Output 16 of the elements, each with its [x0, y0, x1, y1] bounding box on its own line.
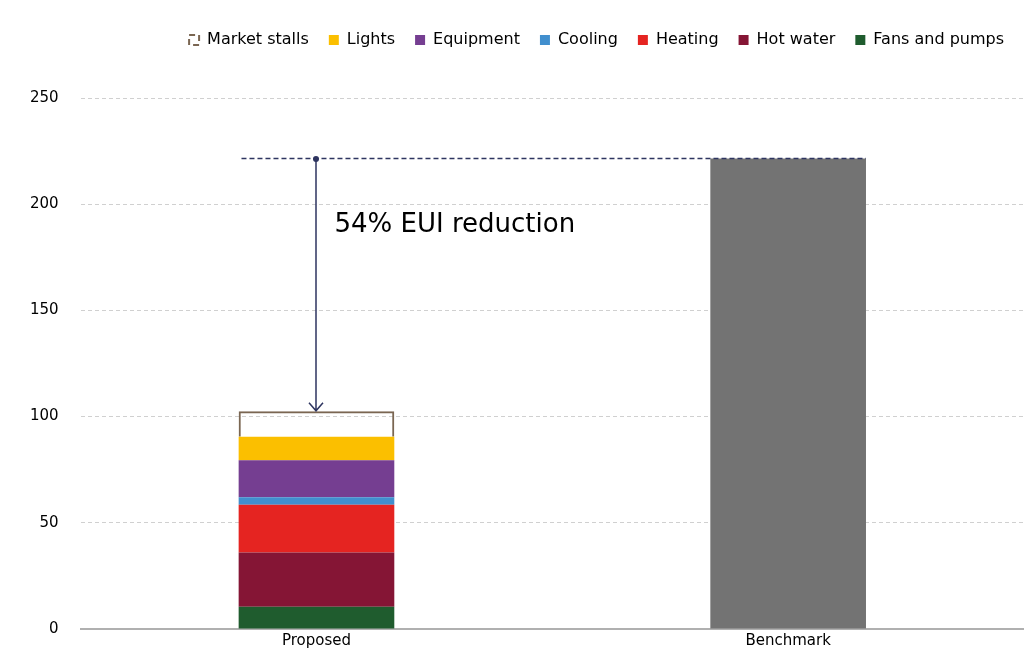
y-tick-label: 150: [29, 300, 59, 319]
y-tick-label: 50: [39, 512, 59, 531]
x-tick-label: Benchmark: [745, 630, 832, 649]
legend-label: Cooling: [557, 29, 618, 49]
y-tick-label: 100: [29, 406, 59, 425]
annotation: 54% EUI reduction: [334, 207, 576, 238]
legend-label: Fans and pumps: [873, 29, 1005, 49]
legend-label: Lights: [346, 29, 396, 49]
legend-label: Hot water: [756, 29, 836, 49]
y-tick-label: 250: [29, 87, 59, 106]
y-tick-label: 0: [49, 618, 59, 637]
x-tick-label: Proposed: [281, 630, 351, 649]
legend-label: Heating: [655, 29, 719, 49]
legend-label: Market stalls: [207, 29, 309, 49]
legend-label: Equipment: [433, 29, 520, 49]
y-tick-label: 200: [29, 194, 59, 213]
